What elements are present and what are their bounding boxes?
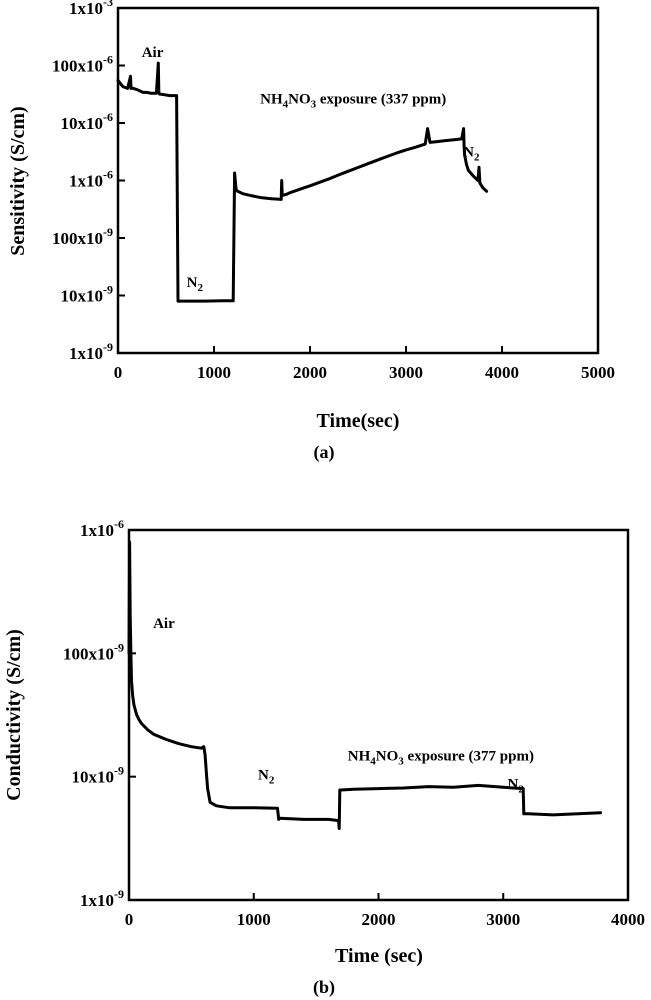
chart-b-annotations: Air N2 NH4NO3 exposure (377 ppm) N2	[153, 616, 534, 795]
chart-b-y-axis: 1x10-9 10x10-9 100x10-9 1x10-6	[63, 517, 136, 910]
chart-b-x-tick-label: 4000	[611, 910, 645, 929]
chart-a-x-tick-label: 0	[114, 363, 123, 382]
chart-b-annotation: N2	[258, 767, 275, 786]
chart-b-y-tick-label: 10x10-9	[72, 764, 125, 787]
chart-b-annotation: NH4NO3 exposure (377 ppm)	[348, 749, 534, 768]
chart-a-y-tick-label: 1x10-3	[69, 0, 113, 18]
chart-a-x-tick-label: 4000	[485, 363, 519, 382]
chart-b-y-axis-label: Conductivity (S/cm)	[3, 629, 25, 801]
chart-b-x-tick-label: 2000	[362, 910, 396, 929]
chart-panel-a: 0 1000 2000 3000 4000 5000 1x10-9 10x10-9 100x1…	[7, 0, 615, 463]
chart-b-y-tick-label: 100x10-9	[63, 640, 124, 663]
chart-a-y-axis: 1x10-9 10x10-9 100x10-9 1x10-6 10x10-6 100x10…	[52, 0, 125, 363]
chart-b-y-tick-label: 1x10-6	[80, 517, 124, 540]
chart-a-y-tick-label: 10x10-9	[61, 283, 114, 306]
chart-b-panel-label: (b)	[313, 977, 335, 998]
chart-a-y-tick-label: 100x10-6	[52, 53, 113, 76]
chart-a-y-tick-label: 1x10-6	[69, 168, 113, 191]
chart-a-x-tick-label: 1000	[197, 363, 231, 382]
chart-a-plot-area	[116, 61, 489, 303]
chart-b-x-tick-label: 1000	[237, 910, 271, 929]
chart-b-x-axis: 0 1000 2000 3000 4000	[125, 893, 645, 929]
chart-b-x-axis-label: Time (sec)	[335, 945, 423, 967]
chart-a-y-tick-label: 1x10-9	[69, 340, 113, 363]
chart-a-x-tick-label: 2000	[293, 363, 327, 382]
chart-a-y-axis-label: Sensitivity (S/cm)	[7, 106, 29, 255]
chart-a-series-line	[116, 61, 489, 303]
chart-b-plot-area	[127, 540, 603, 830]
chart-a-x-tick-label: 3000	[389, 363, 423, 382]
chart-b-annotation: N2	[508, 777, 525, 796]
chart-a-y-tick-label: 100x10-9	[52, 225, 113, 248]
chart-b-series-line	[127, 540, 603, 830]
chart-a-x-axis: 0 1000 2000 3000 4000 5000	[114, 346, 615, 382]
chart-a-panel-label: (a)	[314, 442, 335, 463]
chart-a-annotation: N2	[187, 275, 204, 294]
chart-panel-b: 0 1000 2000 3000 4000 1x10-910x10-9100x10-91…	[3, 517, 645, 998]
chart-b-y-tick-label: 1x10-9	[80, 887, 124, 910]
chart-b-frame	[127, 528, 630, 902]
chart-a-x-axis-label: Time(sec)	[317, 410, 400, 432]
chart-b-annotation: Air	[153, 616, 175, 632]
chart-a-annotations: Air N2 NH4NO3 exposure (337 ppm) N2	[142, 45, 480, 294]
chart-b-x-tick-label: 3000	[486, 910, 520, 929]
chart-a-x-tick-label: 5000	[581, 363, 615, 382]
chart-a-y-tick-label: 10x10-6	[61, 110, 114, 133]
chart-b-x-tick-label: 0	[125, 910, 134, 929]
chart-a-annotation: N2	[463, 145, 480, 164]
chart-a-annotation: Air	[142, 45, 164, 61]
chart-a-annotation: NH4NO3 exposure (337 ppm)	[260, 91, 446, 110]
